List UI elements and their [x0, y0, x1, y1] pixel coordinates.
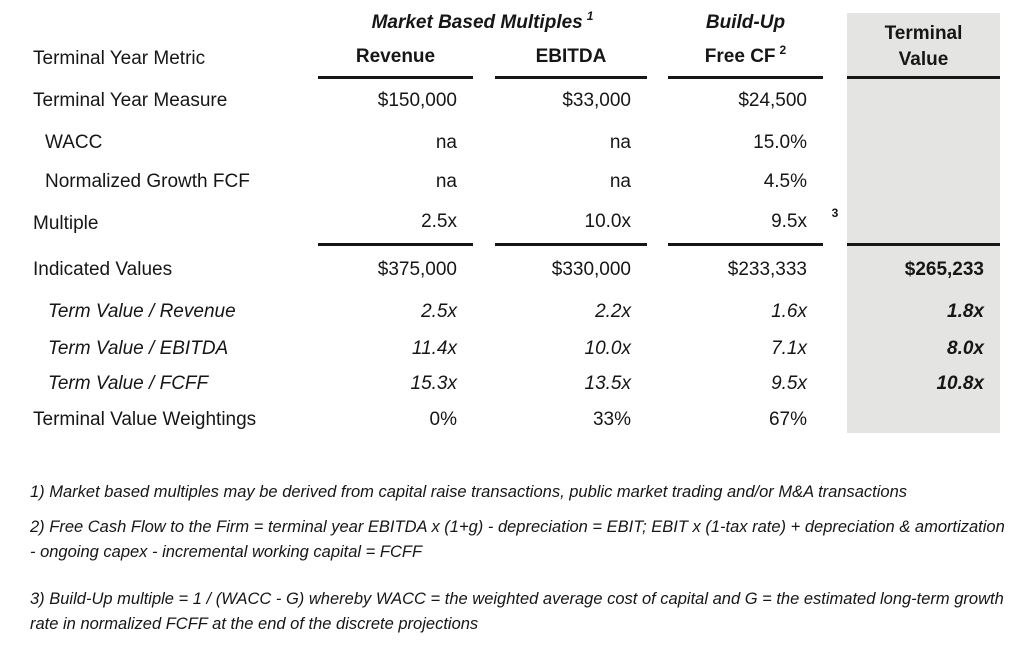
table-row-term-value-ebitda: Term Value / EBITDA 11.4x 10.0x 7.1x 8.0…: [0, 331, 1024, 366]
cell-free-cf: 9.5x: [771, 372, 807, 394]
table-header-group-row: Market Based Multiples 1 Build-Up: [0, 8, 1024, 38]
cell-terminal-value: 10.8x: [936, 372, 984, 394]
footnote-marker-3: 3: [831, 206, 839, 220]
cell-terminal-value: [847, 163, 1000, 201]
cell-ebitda: na: [609, 171, 631, 192]
terminal-value-column-header: Terminal Value: [847, 21, 1000, 73]
table-row-terminal-value-weightings: Terminal Value Weightings 0% 33% 67%: [0, 401, 1024, 439]
cell-free-cf: 7.1x: [771, 337, 807, 359]
cell-ebitda: 10.0x: [495, 201, 647, 246]
cell-terminal-value: 8.0x: [947, 337, 984, 359]
terminal-column-header-rule: [847, 38, 1000, 79]
row-label-terminal-year-metric: Terminal Year Metric: [33, 47, 206, 69]
terminal-value-highlight-column: [847, 13, 1000, 433]
cell-ebitda: $33,000: [562, 90, 631, 111]
table-row-indicated-values: Indicated Values $375,000 $330,000 $233,…: [0, 246, 1024, 293]
cell-ebitda: 13.5x: [584, 372, 631, 394]
group-header-market-based-multiples: Market Based Multiples 1: [318, 8, 647, 38]
valuation-table: Market Based Multiples 1 Build-Up Termina…: [0, 8, 1024, 439]
cell-revenue: $150,000: [377, 90, 457, 111]
footnote-marker-1: 1: [586, 9, 594, 23]
cell-free-cf: 1.6x: [771, 301, 807, 322]
table-header-columns-row: Terminal Year Metric Revenue EBITDA Free…: [0, 38, 1024, 79]
row-label: Term Value / EBITDA: [48, 337, 229, 359]
cell-terminal-value: [847, 201, 1000, 246]
cell-revenue: $375,000: [377, 258, 457, 280]
table-row-wacc: WACC na na 15.0%: [0, 123, 1024, 163]
table-row-terminal-year-measure: Terminal Year Measure $150,000 $33,000 $…: [0, 79, 1024, 123]
cell-revenue: 0%: [429, 409, 457, 430]
cell-terminal-value: $265,233: [904, 258, 984, 280]
row-label: WACC: [45, 132, 103, 153]
cell-revenue: 2.5x: [318, 201, 473, 246]
cell-terminal-value: [847, 79, 1000, 123]
cell-free-cf: 15.0%: [753, 132, 807, 153]
column-header-free-cf-label: Free CF: [704, 46, 776, 67]
cell-free-cf: 4.5%: [763, 171, 807, 192]
column-header-revenue: Revenue: [318, 38, 473, 79]
row-label: Normalized Growth FCF: [45, 171, 250, 192]
cell-revenue: 2.5x: [421, 301, 457, 322]
footnote-3: 3) Build-Up multiple = 1 / (WACC - G) wh…: [30, 590, 1004, 633]
column-header-ebitda: EBITDA: [495, 38, 647, 79]
terminal-value-header-line1: Terminal: [884, 23, 963, 44]
cell-revenue: 15.3x: [410, 372, 457, 394]
cell-ebitda: 33%: [592, 409, 631, 430]
cell-ebitda: 2.2x: [595, 301, 631, 322]
footnote-1: 1) Market based multiples may be derived…: [30, 483, 908, 501]
footnote-marker-2: 2: [779, 43, 787, 57]
cell-revenue: na: [435, 132, 457, 153]
footnote-2: 2) Free Cash Flow to the Firm = terminal…: [30, 518, 1005, 561]
table-row-term-value-fcff: Term Value / FCFF 15.3x 13.5x 9.5x 10.8x: [0, 366, 1024, 401]
cell-ebitda: $330,000: [551, 258, 631, 280]
cell-free-cf: $233,333: [727, 258, 807, 280]
row-label: Multiple: [33, 212, 99, 234]
cell-ebitda: na: [609, 132, 631, 153]
row-label: Terminal Year Measure: [33, 90, 228, 111]
table-row-multiple: Multiple 2.5x 10.0x 9.5x 3: [0, 201, 1024, 246]
group-header-market-label: Market Based Multiples: [371, 12, 583, 33]
terminal-value-header-line2: Value: [898, 49, 949, 70]
footnotes: 1) Market based multiples may be derived…: [0, 480, 1014, 637]
cell-terminal-value: [847, 401, 1000, 439]
cell-free-cf: $24,500: [738, 90, 807, 111]
row-label: Indicated Values: [33, 258, 173, 280]
row-label: Term Value / FCFF: [48, 372, 209, 394]
cell-terminal-value: 1.8x: [947, 301, 984, 322]
row-label: Terminal Value Weightings: [33, 409, 257, 430]
row-label: Term Value / Revenue: [48, 301, 236, 322]
cell-free-cf: 9.5x: [668, 201, 823, 246]
cell-revenue: na: [435, 171, 457, 192]
cell-terminal-value: [847, 123, 1000, 163]
group-header-build-up: Build-Up: [705, 12, 786, 33]
table-row-normalized-growth-fcf: Normalized Growth FCF na na 4.5%: [0, 163, 1024, 201]
cell-ebitda: 10.0x: [584, 337, 631, 359]
table-row-term-value-revenue: Term Value / Revenue 2.5x 2.2x 1.6x 1.8x: [0, 293, 1024, 331]
cell-free-cf: 67%: [768, 409, 807, 430]
cell-revenue: 11.4x: [411, 337, 457, 359]
column-header-free-cf: Free CF 2: [668, 38, 823, 79]
